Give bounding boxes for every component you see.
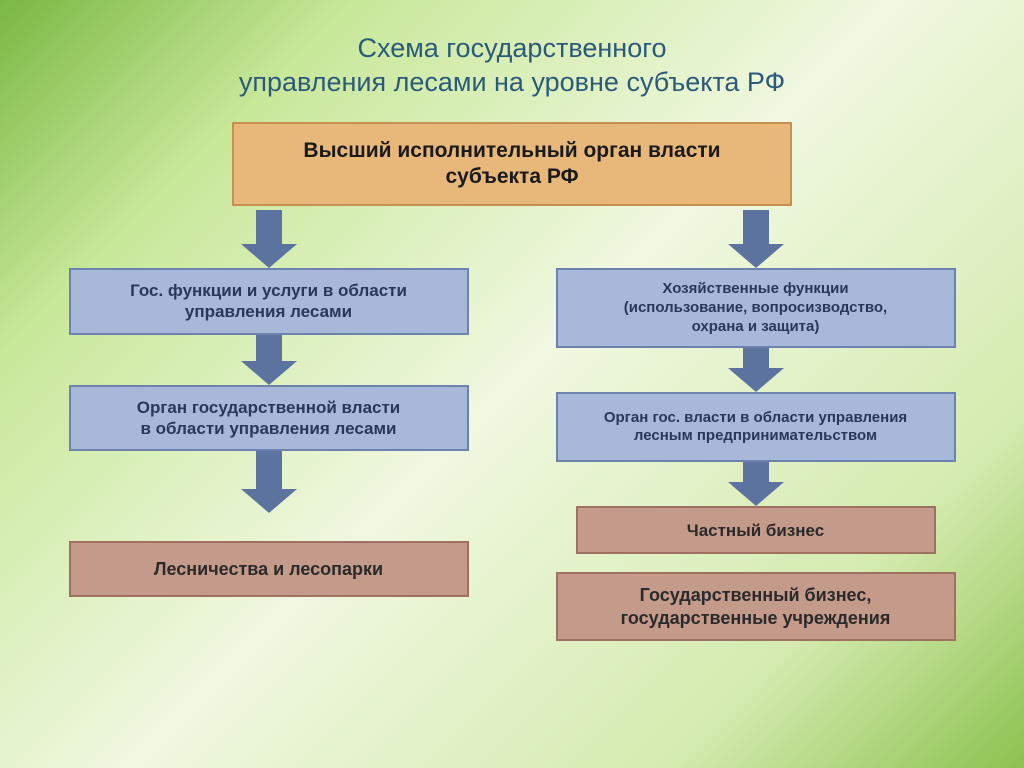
right-box1-line2: (использование, вопросизводство,	[624, 299, 887, 318]
node-top-authority: Высший исполнительный орган власти субъе…	[232, 122, 792, 207]
right-box3: Частный бизнес	[687, 520, 825, 541]
right-box1-line3: охрана и защита)	[692, 318, 820, 337]
node-right-economic-functions: Хозяйственные функции (использование, во…	[556, 268, 956, 348]
diagram-content: Схема государственного управления лесами…	[0, 0, 1024, 768]
title-line2: управления лесами на уровне субъекта РФ	[239, 67, 785, 97]
arrow-icon	[728, 462, 784, 506]
right-box2-line1: Орган гос. власти в области управления	[604, 409, 907, 428]
left-box2-line2: в области управления лесами	[141, 418, 397, 439]
arrow-icon	[728, 348, 784, 392]
arrow-icon	[728, 210, 784, 268]
node-right-state-business: Государственный бизнес, государственные …	[556, 572, 956, 641]
arrow-icon	[241, 451, 297, 513]
left-box1-line1: Гос. функции и услуги в области	[130, 280, 407, 301]
left-box2-line1: Орган государственной власти	[137, 397, 401, 418]
left-box3: Лесничества и лесопарки	[154, 558, 383, 581]
right-box1-line1: Хозяйственные функции	[662, 280, 848, 299]
title-line1: Схема государственного	[358, 33, 667, 63]
left-column: Гос. функции и услуги в области управлен…	[60, 210, 477, 641]
right-box4-line2: государственные учреждения	[621, 607, 891, 630]
arrow-icon	[241, 335, 297, 385]
right-box4-line1: Государственный бизнес,	[640, 584, 872, 607]
top-box-line1: Высший исполнительный орган власти	[303, 138, 720, 164]
diagram-title: Схема государственного управления лесами…	[239, 32, 785, 100]
columns-grid: Гос. функции и услуги в области управлен…	[60, 210, 964, 641]
node-left-authority: Орган государственной власти в области у…	[69, 385, 469, 452]
node-right-business-authority: Орган гос. власти в области управления л…	[556, 392, 956, 462]
node-left-functions: Гос. функции и услуги в области управлен…	[69, 268, 469, 335]
right-column: Хозяйственные функции (использование, во…	[547, 210, 964, 641]
node-left-forestry: Лесничества и лесопарки	[69, 541, 469, 597]
top-box-line2: субъекта РФ	[445, 164, 578, 190]
arrow-icon	[241, 210, 297, 268]
right-box2-line2: лесным предпринимательством	[634, 427, 877, 446]
left-box1-line2: управления лесами	[185, 301, 352, 322]
node-right-private-business: Частный бизнес	[576, 506, 936, 554]
